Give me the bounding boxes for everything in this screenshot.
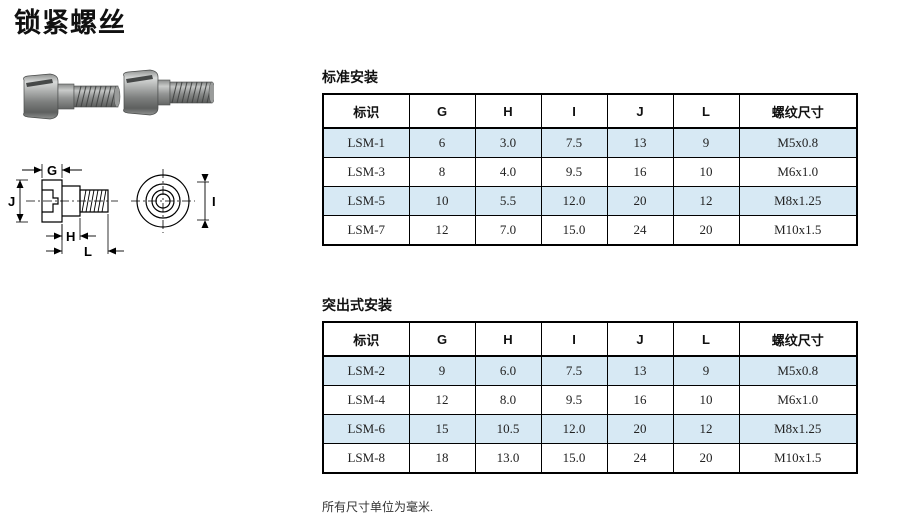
cell-g: 6 bbox=[408, 127, 476, 158]
cell-j: 13 bbox=[606, 127, 674, 158]
cell-id: LSM-6 bbox=[322, 414, 410, 444]
col-header-j: J bbox=[606, 93, 674, 129]
col-header-thread: 螺纹尺寸 bbox=[738, 321, 858, 357]
cell-g: 8 bbox=[408, 157, 476, 187]
col-header-i: I bbox=[540, 321, 608, 357]
section-protruding-mount: 突出式安装 标识 G H I J L 螺纹尺寸 LSM-2 bbox=[322, 296, 858, 474]
cell-i: 12.0 bbox=[540, 186, 608, 216]
cell-thread: M8x1.25 bbox=[738, 186, 858, 216]
col-header-g: G bbox=[408, 93, 476, 129]
cell-h: 4.0 bbox=[474, 157, 542, 187]
cell-j: 24 bbox=[606, 215, 674, 246]
table-row: LSM-3 8 4.0 9.5 16 10 M6x1.0 bbox=[322, 157, 858, 187]
dimension-label-i: I bbox=[212, 194, 216, 209]
cell-j: 13 bbox=[606, 355, 674, 386]
cell-l: 12 bbox=[672, 186, 740, 216]
col-header-id: 标识 bbox=[322, 93, 410, 129]
cell-h: 10.5 bbox=[474, 414, 542, 444]
table-row: LSM-5 10 5.5 12.0 20 12 M8x1.25 bbox=[322, 186, 858, 216]
cell-h: 3.0 bbox=[474, 127, 542, 158]
dimension-label-g: G bbox=[47, 163, 57, 178]
dimension-label-h: H bbox=[66, 229, 75, 244]
cell-j: 24 bbox=[606, 443, 674, 474]
cell-i: 7.5 bbox=[540, 355, 608, 386]
col-header-h: H bbox=[474, 321, 542, 357]
table-header-row: 标识 G H I J L 螺纹尺寸 bbox=[322, 321, 858, 357]
table-row: LSM-8 18 13.0 15.0 24 20 M10x1.5 bbox=[322, 443, 858, 474]
tables-column: 标准安装 标识 G H I J L 螺纹尺寸 LSM-1 bbox=[322, 0, 882, 527]
cell-thread: M5x0.8 bbox=[738, 355, 858, 386]
cell-j: 16 bbox=[606, 385, 674, 415]
cell-l: 12 bbox=[672, 414, 740, 444]
cell-g: 10 bbox=[408, 186, 476, 216]
cell-h: 13.0 bbox=[474, 443, 542, 474]
cell-i: 15.0 bbox=[540, 443, 608, 474]
section-standard-mount: 标准安装 标识 G H I J L 螺纹尺寸 LSM-1 bbox=[322, 68, 858, 246]
cell-g: 12 bbox=[408, 215, 476, 246]
cell-j: 20 bbox=[606, 186, 674, 216]
cell-id: LSM-3 bbox=[322, 157, 410, 187]
section-heading-standard-mount: 标准安装 bbox=[322, 69, 378, 85]
col-header-j: J bbox=[606, 321, 674, 357]
cell-h: 5.5 bbox=[474, 186, 542, 216]
cell-id: LSM-1 bbox=[322, 127, 410, 158]
cell-thread: M6x1.0 bbox=[738, 385, 858, 415]
cell-h: 6.0 bbox=[474, 355, 542, 386]
section-heading-protruding-mount: 突出式安装 bbox=[322, 297, 392, 313]
lock-screw-dimension-drawing: G J H L I bbox=[0, 150, 230, 265]
page-title: 锁紧螺丝 bbox=[14, 8, 126, 38]
cell-l: 10 bbox=[672, 157, 740, 187]
table-row: LSM-2 9 6.0 7.5 13 9 M5x0.8 bbox=[322, 355, 858, 386]
cell-l: 10 bbox=[672, 385, 740, 415]
cell-h: 8.0 bbox=[474, 385, 542, 415]
cell-l: 20 bbox=[672, 443, 740, 474]
cell-thread: M10x1.5 bbox=[738, 443, 858, 474]
cell-g: 18 bbox=[408, 443, 476, 474]
dimension-label-j: J bbox=[8, 194, 15, 209]
col-header-g: G bbox=[408, 321, 476, 357]
table-row: LSM-4 12 8.0 9.5 16 10 M6x1.0 bbox=[322, 385, 858, 415]
cell-thread: M6x1.0 bbox=[738, 157, 858, 187]
cell-i: 9.5 bbox=[540, 157, 608, 187]
spec-table-protruding-mount: 标识 G H I J L 螺纹尺寸 LSM-2 9 6.0 7.5 13 9 bbox=[322, 321, 858, 474]
col-header-l: L bbox=[672, 93, 740, 129]
cell-id: LSM-8 bbox=[322, 443, 410, 474]
cell-l: 20 bbox=[672, 215, 740, 246]
cell-g: 15 bbox=[408, 414, 476, 444]
cell-g: 12 bbox=[408, 385, 476, 415]
lock-screw-photo bbox=[14, 60, 214, 145]
col-header-l: L bbox=[672, 321, 740, 357]
cell-j: 20 bbox=[606, 414, 674, 444]
dimension-label-l: L bbox=[84, 244, 92, 259]
cell-id: LSM-7 bbox=[322, 215, 410, 246]
col-header-h: H bbox=[474, 93, 542, 129]
units-footnote: 所有尺寸单位为毫米. bbox=[322, 500, 434, 514]
cell-i: 12.0 bbox=[540, 414, 608, 444]
cell-i: 7.5 bbox=[540, 127, 608, 158]
cell-id: LSM-4 bbox=[322, 385, 410, 415]
cell-i: 15.0 bbox=[540, 215, 608, 246]
illustration-column: G J H L I bbox=[0, 55, 300, 275]
cell-l: 9 bbox=[672, 127, 740, 158]
col-header-i: I bbox=[540, 93, 608, 129]
cell-g: 9 bbox=[408, 355, 476, 386]
cell-j: 16 bbox=[606, 157, 674, 187]
cell-thread: M10x1.5 bbox=[738, 215, 858, 246]
col-header-thread: 螺纹尺寸 bbox=[738, 93, 858, 129]
spec-table-standard-mount: 标识 G H I J L 螺纹尺寸 LSM-1 6 3.0 7.5 13 9 bbox=[322, 93, 858, 246]
table-header-row: 标识 G H I J L 螺纹尺寸 bbox=[322, 93, 858, 129]
table-row: LSM-6 15 10.5 12.0 20 12 M8x1.25 bbox=[322, 414, 858, 444]
table-row: LSM-7 12 7.0 15.0 24 20 M10x1.5 bbox=[322, 215, 858, 246]
cell-id: LSM-5 bbox=[322, 186, 410, 216]
cell-h: 7.0 bbox=[474, 215, 542, 246]
table-row: LSM-1 6 3.0 7.5 13 9 M5x0.8 bbox=[322, 127, 858, 158]
cell-l: 9 bbox=[672, 355, 740, 386]
cell-id: LSM-2 bbox=[322, 355, 410, 386]
cell-i: 9.5 bbox=[540, 385, 608, 415]
col-header-id: 标识 bbox=[322, 321, 410, 357]
cell-thread: M5x0.8 bbox=[738, 127, 858, 158]
cell-thread: M8x1.25 bbox=[738, 414, 858, 444]
